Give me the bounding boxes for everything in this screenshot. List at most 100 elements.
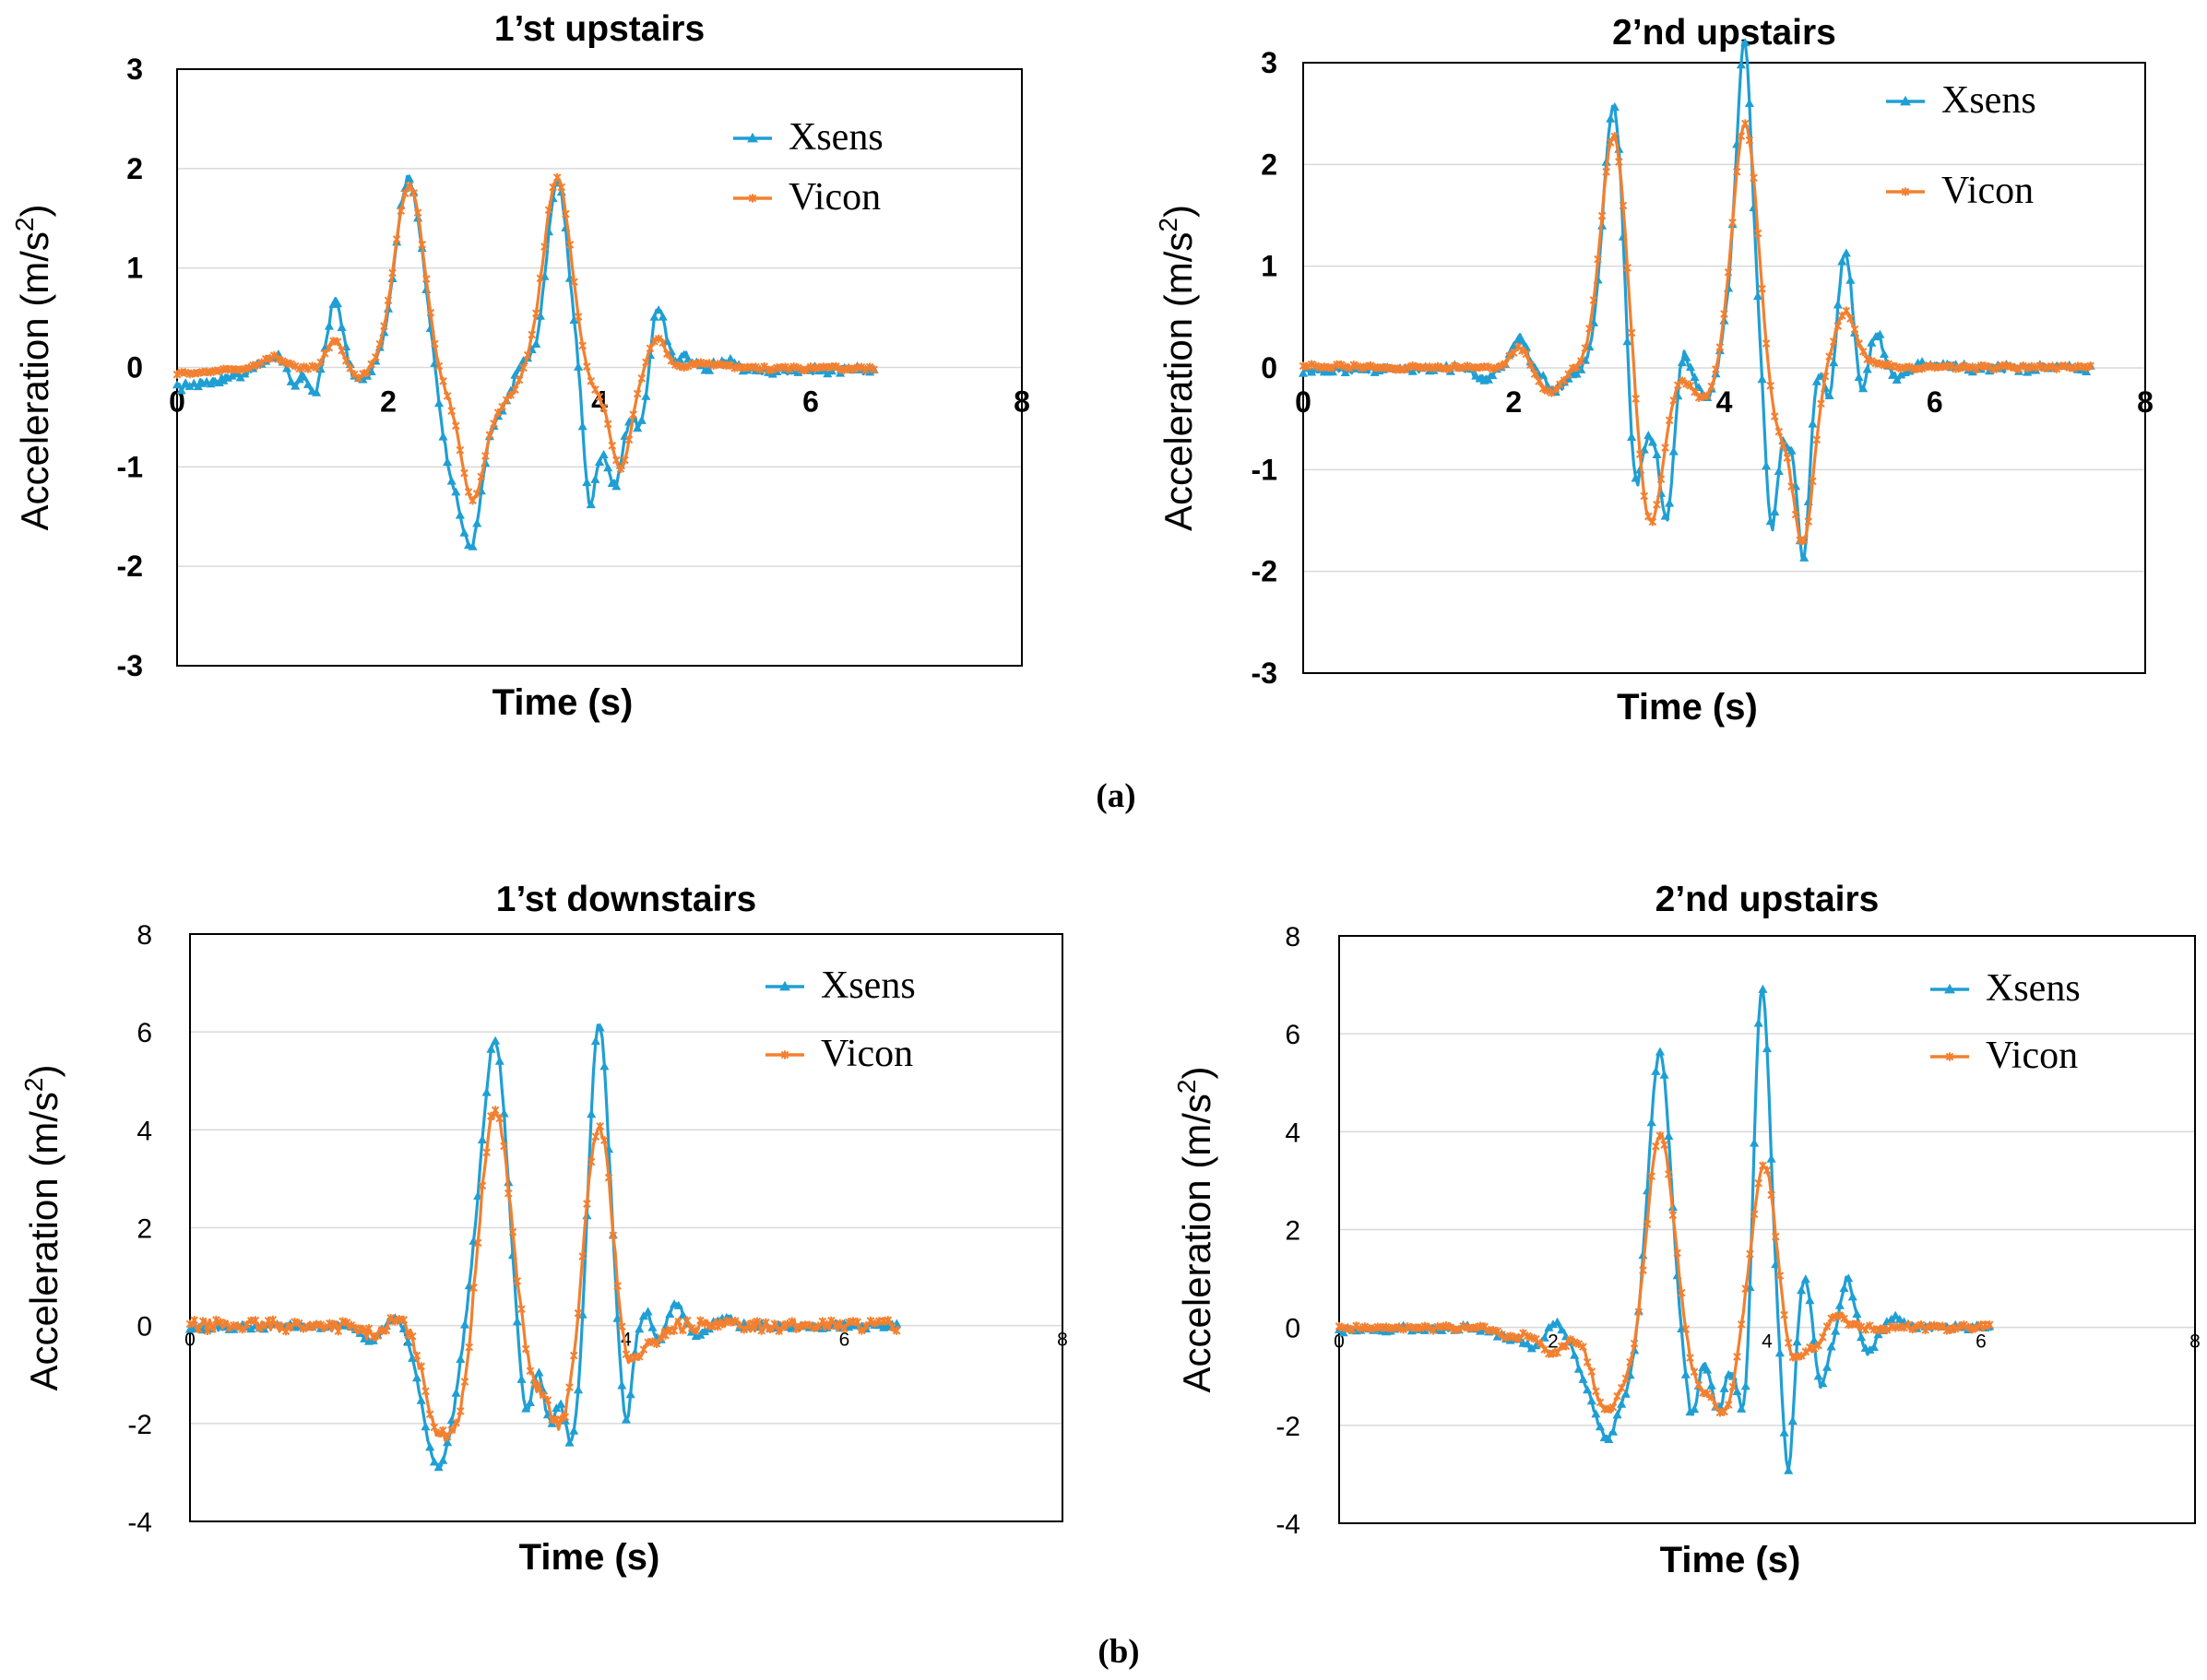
x-tick-label: 2 [1548,1331,1559,1353]
y-axis-label: Acceleration (m/s2) [19,1064,65,1390]
legend-label: Xsens [1986,967,2081,1010]
series-vicon [1299,119,2094,546]
x-tick-label: 6 [1927,385,1943,419]
y-axis-label-main: Acceleration (m/s [1175,1094,1218,1392]
y-tick-label: 6 [136,1018,152,1048]
legend-entry-xsens: Xsens [733,116,884,159]
legend-marker [779,980,790,991]
legend-marker [748,194,757,203]
y-axis-label: Acceleration (m/s2) [1154,205,1200,531]
y-tick-label: -4 [127,1508,152,1538]
legend-marker [1944,983,1955,994]
legend-entry-xsens: Xsens [1886,79,2036,122]
y-tick-label: -2 [117,550,143,583]
series-xsens [184,1023,902,1472]
x-axis-label: Time (s) [519,1537,660,1578]
y-tick-label: 3 [126,53,143,86]
y-axis-label-main: Acceleration (m/s [13,231,56,530]
y-axis-label-close: ) [22,1064,65,1077]
x-axis-label: Time (s) [1617,687,1758,728]
x-axis-label: Time (s) [492,682,634,723]
legend-entry-vicon: Vicon [1886,170,2034,212]
x-tick-label: 0 [1334,1331,1345,1353]
chart-title: 1’st downstairs [496,880,756,919]
legend-marker [747,132,758,143]
x-tick-label: 0 [184,1330,196,1351]
chart-title: 1’st upstairs [494,9,705,49]
x-axis-label: Time (s) [1660,1540,1801,1580]
y-tick-label: 0 [136,1312,152,1343]
y-tick-label: -2 [1276,1412,1300,1442]
legend-entry-vicon: Vicon [733,176,881,219]
y-tick-label: 0 [126,351,143,385]
y-axis-label-main: Acceleration (m/s [1157,232,1200,531]
legend-label: Xsens [821,964,916,1007]
y-axis-label-sup: 2 [10,217,39,231]
chart-title: 2’nd upstairs [1655,880,1880,919]
series-markers-vicon [172,172,879,505]
x-tick-label: 8 [1057,1330,1068,1351]
x-tick-label: 6 [839,1330,850,1351]
legend-marker [780,1050,789,1059]
y-tick-label: 6 [1285,1020,1300,1050]
legend-label: Vicon [821,1033,913,1075]
legend-entry-xsens: Xsens [1930,967,2081,1010]
series-vicon [1335,1131,1994,1417]
y-tick-label: -1 [1252,453,1277,486]
y-axis-label-main: Acceleration (m/s [22,1092,65,1390]
series-markers-vicon [1299,119,2094,545]
series-vicon [172,172,879,505]
y-tick-label: 2 [136,1214,152,1245]
x-tick-label: 6 [802,385,819,419]
y-tick-label: 2 [1285,1216,1300,1247]
series-line-vicon [175,176,874,503]
legend-marker [1945,1052,1954,1061]
y-tick-label: -2 [127,1410,152,1440]
y-axis-label-close: ) [13,204,56,217]
legend-entry-xsens: Xsens [765,964,916,1007]
y-axis-label-sup: 2 [1172,1079,1201,1094]
y-tick-label: 8 [136,920,152,951]
y-tick-label: 2 [1261,148,1277,181]
legend-label: Vicon [1941,170,2034,212]
y-tick-label: 3 [1261,46,1277,79]
y-axis-label: Acceleration (m/s2) [1172,1066,1218,1392]
y-tick-label: -2 [1252,555,1277,588]
x-tick-label: 2 [1505,385,1522,419]
y-axis-label-sup: 2 [1154,218,1182,232]
legend-label: Xsens [789,116,884,159]
y-tick-label: 0 [1261,351,1277,385]
series-markers-xsens [184,1023,902,1472]
chart-4: -4 -2 0 2 4 6 8 0 2 4 6 8 2’nd upstairs Time (s) Accel… [1172,880,2201,1580]
y-tick-label: 1 [126,252,143,285]
sublabel-b: (b) [1098,1633,1139,1671]
y-tick-label: 8 [1285,922,1300,952]
sublabel-a: (a) [1096,777,1135,815]
y-tick-label: 4 [1285,1118,1300,1148]
series-markers-vicon [1335,1131,1994,1417]
y-axis-label-close: ) [1157,205,1200,218]
y-tick-label: -3 [1252,657,1277,690]
legend-label: Xsens [1941,79,2036,122]
plot-frame [176,68,1023,667]
x-tick-label: 0 [1295,385,1311,419]
legend-marker [1901,187,1910,196]
x-tick-label: 4 [1716,385,1733,419]
chart-title: 2’nd upstairs [1612,13,1836,53]
y-tick-label: 2 [126,152,143,185]
x-tick-label: 8 [2189,1331,2201,1353]
y-tick-label: 0 [1285,1314,1300,1344]
series-markers-vicon [185,1106,901,1441]
legend-entry-vicon: Vicon [1930,1035,2078,1077]
x-tick-label: 8 [2137,385,2154,419]
series-line-xsens [188,1023,900,1469]
x-tick-label: 8 [1014,385,1030,419]
chart-2: -3 -2 -1 0 1 2 3 0 2 4 6 8 2’nd upstairs Time (s) Acce… [1154,13,2154,728]
y-tick-label: -4 [1276,1509,1300,1540]
y-tick-label: -3 [117,649,143,682]
y-tick-label: 1 [1261,250,1277,283]
x-tick-label: 4 [1762,1331,1773,1353]
